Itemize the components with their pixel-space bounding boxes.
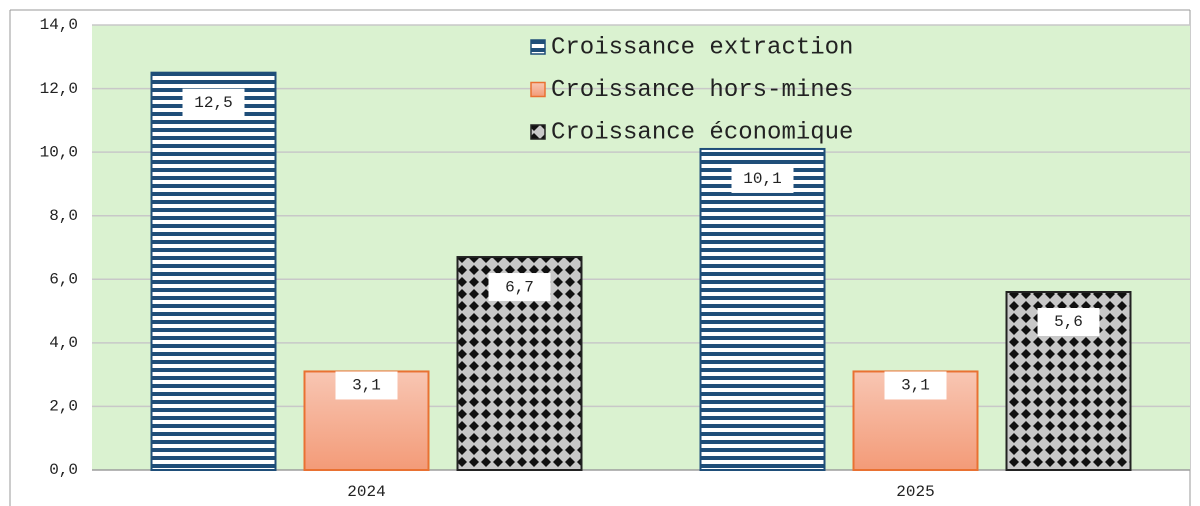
y-tick-label: 8,0 <box>49 207 78 225</box>
y-tick-label: 6,0 <box>49 271 78 289</box>
data-label: 6,7 <box>505 278 534 296</box>
data-label: 12,5 <box>194 94 232 112</box>
bar <box>699 147 826 471</box>
y-tick-label: 12,0 <box>40 80 78 98</box>
legend-label: Croissance hors-mines <box>551 77 853 104</box>
legend-label: Croissance économique <box>551 119 853 146</box>
y-tick-label: 14,0 <box>40 16 78 34</box>
data-label: 10,1 <box>743 170 781 188</box>
y-tick-label: 10,0 <box>40 143 78 161</box>
x-tick-label: 2024 <box>347 483 385 501</box>
data-label-box <box>884 371 947 400</box>
y-tick-label: 2,0 <box>49 398 78 416</box>
data-label-box <box>182 88 245 117</box>
legend-marker <box>530 124 546 140</box>
y-tick-label: 4,0 <box>49 334 78 352</box>
y-tick-label: 0,0 <box>49 461 78 479</box>
bar <box>150 71 277 472</box>
data-label-box <box>488 273 551 302</box>
data-label: 5,6 <box>1054 313 1083 331</box>
data-label-box <box>1037 308 1100 336</box>
legend-marker <box>530 39 546 55</box>
legend-marker <box>530 81 546 98</box>
data-label: 3,1 <box>901 377 930 395</box>
data-label-box <box>731 164 794 193</box>
x-tick-label: 2025 <box>896 483 934 501</box>
bar <box>1005 291 1132 471</box>
data-label: 3,1 <box>352 377 381 395</box>
legend-label: Croissance extraction <box>551 34 853 61</box>
data-label-box <box>335 371 398 400</box>
